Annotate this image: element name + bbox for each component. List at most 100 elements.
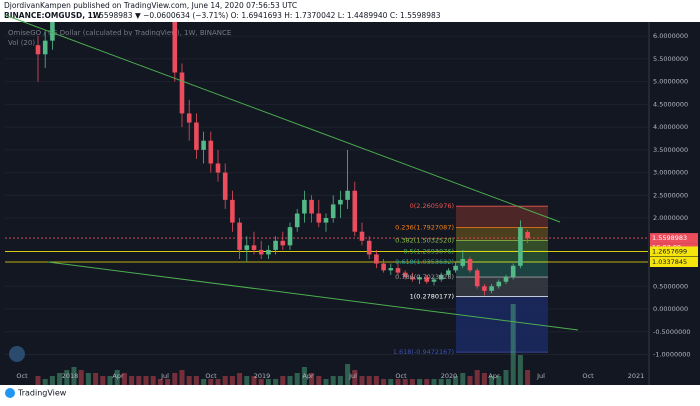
volume-bar xyxy=(143,376,149,385)
plot xyxy=(5,22,648,385)
y-tick-label: -1.0000000 xyxy=(653,351,691,359)
volume-bar xyxy=(35,376,41,385)
volume-bar xyxy=(193,376,199,385)
volume-bar xyxy=(352,370,358,385)
candle-body xyxy=(222,172,228,200)
fib-label: 0.786(0.7023028) xyxy=(395,273,454,281)
candle-body xyxy=(503,277,509,282)
volume-bar xyxy=(265,379,271,385)
fib-label: 0.236(1.7927087) xyxy=(395,223,454,231)
x-tick-label: Jul xyxy=(536,372,545,380)
y-tick-label: 0.5000000 xyxy=(653,282,688,290)
candle-body xyxy=(446,270,451,275)
logo-badge xyxy=(9,346,25,362)
candle-body xyxy=(489,286,494,291)
y-tick-label: 5.0000000 xyxy=(653,78,688,86)
y-tick-label: 4.5000000 xyxy=(653,100,688,108)
x-tick-label: 2021 xyxy=(628,372,645,380)
volume-bar xyxy=(337,376,343,385)
volume-bar xyxy=(208,379,214,385)
fib-label: 0.5(1.2693076) xyxy=(403,247,454,255)
candle-body xyxy=(237,222,242,250)
candle-body xyxy=(273,240,278,250)
volume-bar xyxy=(453,376,459,385)
x-tick-label: Oct xyxy=(582,372,594,380)
x-tick-label: Oct xyxy=(395,372,407,380)
volume-bar xyxy=(42,379,48,385)
x-tick-label: 2018 xyxy=(62,372,79,380)
candle-body xyxy=(518,227,523,266)
fib-band xyxy=(456,240,548,252)
y-tick-label: 5.5000000 xyxy=(653,55,688,63)
y-tick-label: 3.5000000 xyxy=(653,146,688,154)
candle-body xyxy=(417,277,422,280)
volume-bar xyxy=(409,379,415,385)
price-tag-label: 1.2657699 xyxy=(652,247,687,255)
volume-bar xyxy=(510,304,516,385)
candle-body xyxy=(525,231,530,239)
volume-bar xyxy=(388,379,394,385)
candle-body xyxy=(474,270,480,287)
footer xyxy=(0,385,700,402)
candle-body xyxy=(194,122,199,150)
candle-body xyxy=(280,240,286,246)
fib-label: 0.618(1.0353632) xyxy=(395,258,454,266)
candle-body xyxy=(424,277,430,282)
volume-bar xyxy=(301,367,307,385)
volume-bar xyxy=(121,373,127,385)
candle-body xyxy=(366,240,372,255)
volume-bar xyxy=(287,376,293,385)
x-tick-label: Oct xyxy=(205,372,217,380)
volume-bar xyxy=(237,373,243,385)
candle-body xyxy=(330,204,336,219)
candle-body xyxy=(460,258,466,266)
fib-band xyxy=(456,227,548,241)
volume-bar xyxy=(395,379,401,385)
volume-bar xyxy=(445,379,451,385)
volume-bar xyxy=(330,376,336,385)
candle-body xyxy=(410,277,415,280)
volume-bar xyxy=(258,379,264,385)
volume-bar xyxy=(481,373,487,385)
candle-body xyxy=(374,254,379,264)
volume-bar xyxy=(222,376,228,385)
price-tag xyxy=(650,257,698,268)
volume-bar xyxy=(474,370,480,385)
y-tick-label: 4.0000000 xyxy=(653,123,688,131)
trend-line xyxy=(47,261,579,331)
volume-bar xyxy=(467,376,473,385)
volume-bar xyxy=(359,376,365,385)
volume-label: Vol (20) xyxy=(8,39,35,47)
candle-body xyxy=(438,274,444,280)
candle-body xyxy=(381,263,386,271)
y-tick-label: 0.0000000 xyxy=(653,305,688,313)
candle-body xyxy=(244,245,250,250)
volume-bar xyxy=(136,376,142,385)
trend-line xyxy=(4,14,561,223)
volume-bar xyxy=(244,376,250,385)
x-tick-label: Apr xyxy=(488,372,500,380)
volume-bar xyxy=(323,379,329,385)
candle-body xyxy=(258,249,264,255)
candle-body xyxy=(359,231,365,241)
fib-label: 0(2.2605976) xyxy=(410,202,454,210)
volume-bar xyxy=(186,376,192,385)
candle-body xyxy=(294,213,300,228)
candle-body xyxy=(431,279,437,282)
volume-bar xyxy=(179,370,185,385)
volume-bar xyxy=(503,370,509,385)
chart-background xyxy=(0,22,700,385)
candle-body xyxy=(309,199,314,214)
volume-bar xyxy=(251,376,257,385)
volume-bar xyxy=(460,373,466,385)
candle-body xyxy=(402,272,408,278)
volume-bar xyxy=(201,379,207,385)
volume-bar xyxy=(93,373,99,385)
volume-bar xyxy=(71,367,77,385)
volume-bar xyxy=(85,373,91,385)
candle-body xyxy=(345,190,350,200)
x-tick-label: Jul xyxy=(348,372,357,380)
fib-band xyxy=(456,251,548,262)
